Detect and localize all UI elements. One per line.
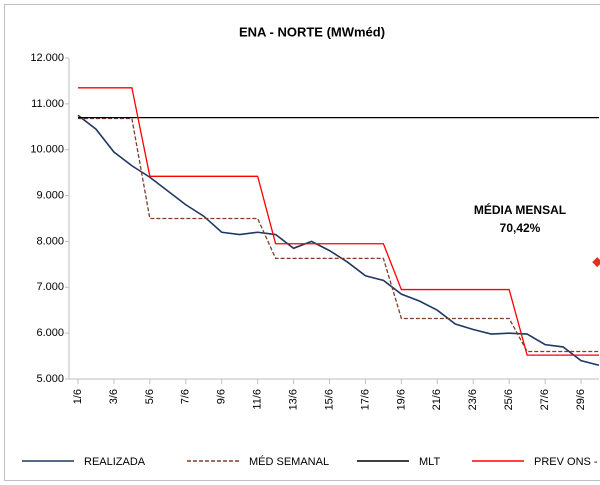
y-tick-label: 8.000 (36, 235, 64, 247)
y-tick-label: 5.000 (36, 373, 64, 385)
legend-label: REALIZADA (84, 456, 146, 468)
y-tick-label: 7.000 (36, 281, 64, 293)
y-tick-label: 6.000 (36, 327, 64, 339)
chart-border (4, 4, 600, 481)
y-tick-label: 11.000 (31, 98, 64, 110)
x-tick-label: 29/6 (575, 389, 587, 410)
x-tick-label: 9/6 (216, 389, 228, 404)
series-line (77, 87, 599, 356)
y-tick-label: 12.000 (30, 52, 64, 64)
x-tick-label: 23/6 (467, 389, 479, 410)
y-tick-label: 10.000 (30, 144, 64, 156)
x-tick-label: 7/6 (180, 389, 192, 404)
x-tick-label: 1/6 (72, 389, 84, 404)
series-line (77, 114, 600, 367)
marker (592, 257, 600, 268)
x-tick-label: 27/6 (539, 389, 551, 410)
x-tick-label: 19/6 (395, 389, 407, 410)
x-tick-label: 21/6 (431, 389, 443, 410)
x-tick-label: 17/6 (359, 389, 371, 410)
legend-label: PREV ONS - PMO (534, 456, 600, 468)
annotation: 70,42% (500, 221, 541, 235)
x-tick-label: 15/6 (323, 389, 335, 410)
x-tick-label: 25/6 (503, 389, 515, 410)
series-line (77, 117, 599, 353)
x-tick-label: 11/6 (252, 389, 264, 410)
x-tick-label: 13/6 (287, 389, 299, 410)
x-tick-label: 5/6 (144, 389, 156, 404)
x-tick-label: 3/6 (108, 389, 120, 404)
annotation: MÉDIA MENSAL (474, 202, 566, 217)
y-tick-label: 9.000 (36, 189, 64, 201)
legend-label: MÉD SEMANAL (249, 455, 329, 468)
legend-label: MLT (419, 456, 440, 468)
chart-title: ENA - NORTE (MWméd) (239, 24, 385, 39)
